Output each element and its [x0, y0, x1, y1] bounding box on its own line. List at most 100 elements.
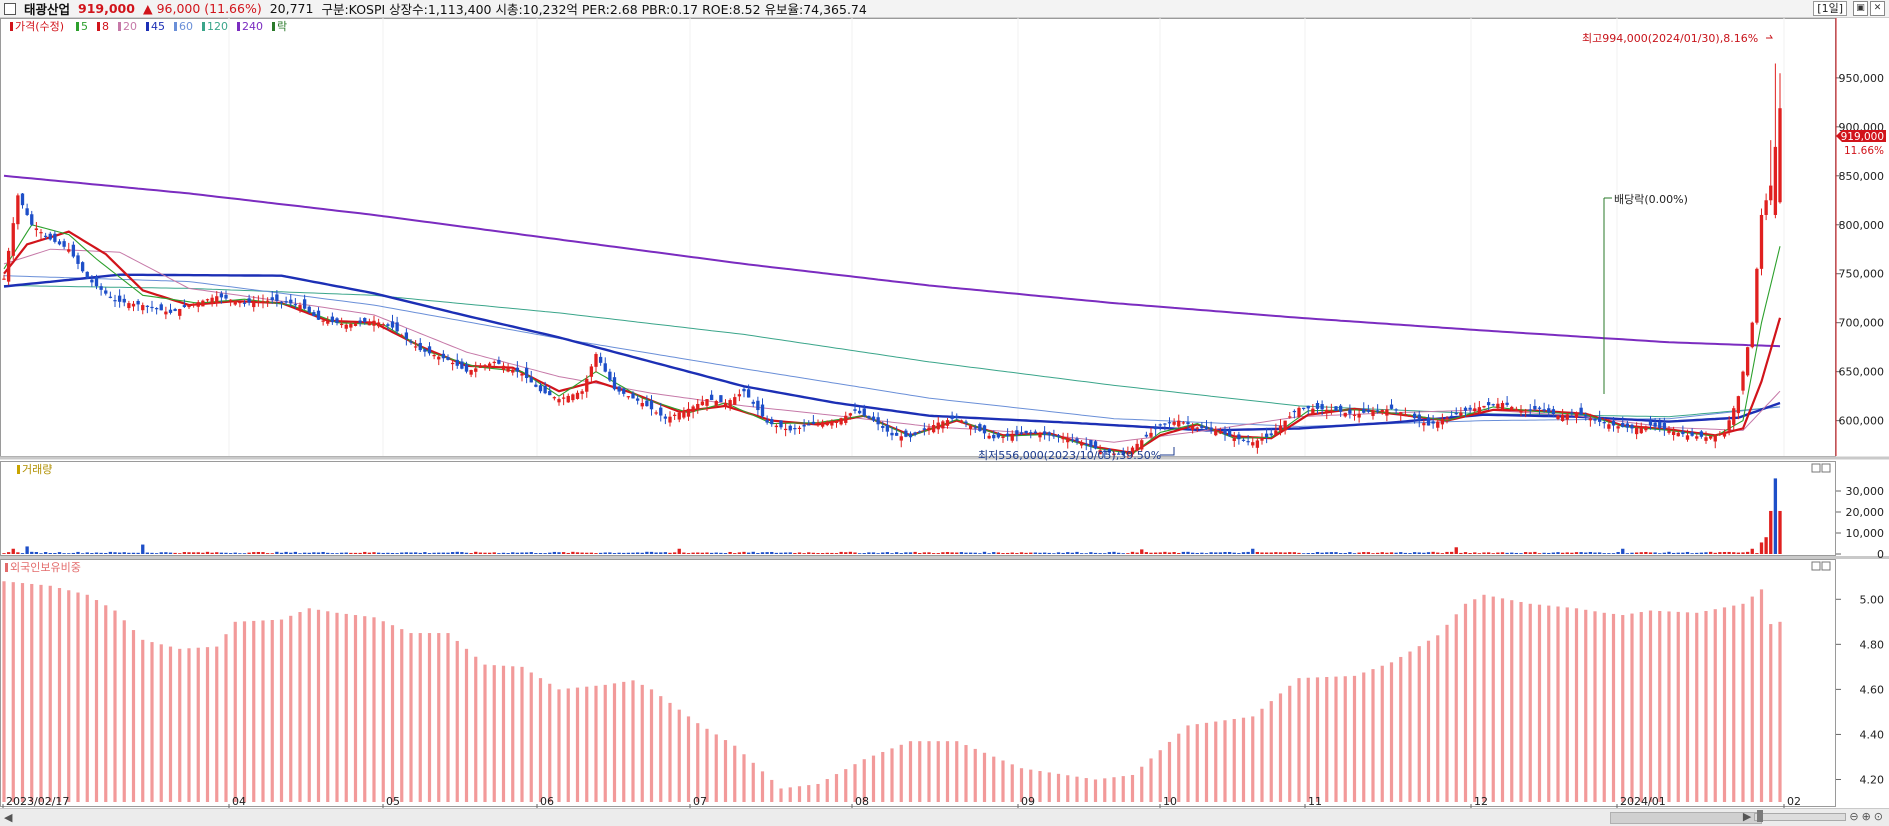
candle-body: [1158, 424, 1162, 426]
volume-bar: [548, 552, 552, 554]
volume-bar: [1662, 552, 1667, 554]
candle-body: [548, 391, 552, 396]
scroll-right-icon[interactable]: ▶: [1742, 810, 1752, 823]
zoom-slider-knob[interactable]: [1757, 809, 1764, 822]
volume-bar: [1283, 552, 1287, 554]
candle-body: [1070, 439, 1075, 441]
candle-body: [1042, 431, 1047, 435]
candle-body: [557, 399, 561, 403]
volume-bar: [400, 552, 404, 554]
volume-bar: [358, 552, 362, 554]
candle-body: [1352, 414, 1357, 416]
legend-swatch: [174, 22, 177, 31]
foreign-ratio-bar: [11, 582, 15, 802]
candle-body: [1759, 214, 1764, 269]
candle-body: [1325, 409, 1329, 413]
foreign-ratio-bar: [1667, 611, 1671, 802]
volume-bar: [76, 551, 80, 554]
foreign-ratio-bar: [1537, 604, 1542, 802]
foreign-tick-label: 4.40: [1860, 728, 1885, 741]
close-icon[interactable]: ✕: [1870, 1, 1885, 16]
volume-bar: [1352, 553, 1357, 554]
volume-bar: [256, 552, 261, 554]
foreign-ratio-bar: [1648, 610, 1653, 802]
foreign-tick-label: 4.60: [1860, 683, 1885, 696]
candle-body: [1209, 427, 1213, 430]
candle-body: [1491, 404, 1495, 406]
candle-body: [316, 310, 321, 320]
high-annotation: 최고994,000(2024/01/30),8.16%: [1582, 32, 1773, 45]
volume-bar: [1588, 551, 1593, 554]
volume-bar: [1704, 552, 1708, 554]
ma-line-240: [3, 174, 1781, 348]
volume-bar: [1292, 552, 1297, 554]
candle-body: [1389, 404, 1394, 409]
volume-bar: [1047, 552, 1051, 554]
panel-close-icon[interactable]: [1821, 463, 1831, 473]
zoom-slider[interactable]: [1754, 809, 1847, 822]
legend-swatch: [272, 22, 275, 31]
candle-body: [959, 420, 964, 423]
zoom-reset-icon[interactable]: ⊙: [1873, 810, 1883, 823]
candle-body: [742, 388, 746, 392]
candle-body: [16, 195, 20, 225]
volume-bar: [1621, 548, 1625, 554]
volume-bar: [1232, 552, 1236, 554]
panel-restore-icon[interactable]: [1811, 463, 1821, 473]
foreign-ratio-bar: [936, 741, 940, 802]
candle-body: [945, 420, 950, 426]
volume-bar: [265, 553, 270, 554]
candle-body: [1399, 412, 1403, 416]
volume-bar: [62, 553, 66, 554]
foreign-ratio-bar: [1454, 614, 1458, 802]
candle-body: [104, 290, 108, 294]
volume-bar: [1653, 552, 1657, 554]
volume-bar: [1417, 552, 1421, 554]
scroll-thumb[interactable]: [1610, 812, 1762, 824]
volume-bar: [992, 552, 996, 554]
foreign-ratio-bar: [1528, 603, 1532, 802]
candle-body: [242, 302, 247, 304]
volume-bar: [1357, 552, 1361, 554]
candle-body: [376, 322, 381, 327]
volume-bar: [1144, 552, 1149, 554]
volume-bar: [1237, 553, 1241, 554]
scroll-left-icon[interactable]: ◀: [4, 811, 13, 824]
volume-bar: [950, 552, 954, 554]
volume-bar: [404, 552, 409, 554]
volume-bar: [1422, 552, 1426, 554]
volume-bar: [108, 551, 113, 554]
zoom-out-icon[interactable]: ⊖: [1849, 810, 1859, 823]
candle-body: [1153, 427, 1158, 430]
candle-body: [173, 309, 177, 311]
panel-restore-icon[interactable]: [1811, 561, 1821, 571]
volume-bar: [649, 551, 654, 554]
volume-bar: [154, 553, 159, 554]
volume-bar: [1093, 552, 1098, 554]
panel-close-icon[interactable]: [1821, 561, 1831, 571]
select-checkbox[interactable]: [4, 2, 16, 15]
volume-bar: [1269, 552, 1273, 554]
candle-body: [1357, 413, 1361, 418]
candle-body: [71, 244, 76, 257]
volume-bar: [1089, 552, 1093, 554]
stock-chart[interactable]: 600,000 650,000 700,000 750,000 800,000 850,0…: [0, 18, 1889, 808]
volume-bar: [1695, 552, 1699, 554]
candle-body: [589, 366, 594, 377]
volume-bar: [1556, 552, 1560, 554]
zoom-in-icon[interactable]: ⊕: [1861, 810, 1871, 823]
legend-price: 가격(수정): [15, 20, 64, 33]
foreign-ratio-bar: [1066, 775, 1070, 802]
legend-item-label: 5: [81, 20, 88, 33]
volume-bar: [1311, 553, 1315, 554]
volume-bar: [432, 552, 436, 554]
foreign-ratio-bar: [1195, 724, 1199, 802]
volume-bar: [1177, 553, 1181, 554]
restore-icon[interactable]: ▣: [1853, 1, 1868, 16]
chart-scrollbar[interactable]: ◀ ▶ ⊖ ⊕ ⊙: [0, 808, 1889, 826]
candle-body: [890, 432, 894, 436]
candle-body: [788, 425, 792, 431]
candle-body: [1482, 405, 1486, 408]
candle-body: [1274, 430, 1278, 436]
period-selector[interactable]: [1일]: [1813, 1, 1847, 16]
